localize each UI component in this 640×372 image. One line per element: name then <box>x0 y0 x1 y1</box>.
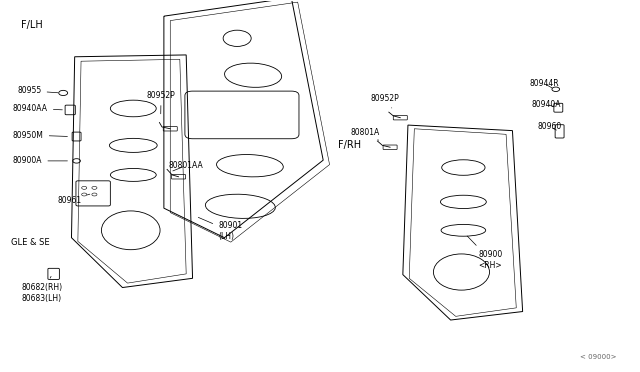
Text: F/RH: F/RH <box>338 140 361 150</box>
Text: 80952P: 80952P <box>371 94 400 108</box>
Text: 80900A: 80900A <box>13 156 67 166</box>
Text: 80940AA: 80940AA <box>13 104 62 113</box>
Text: 80961: 80961 <box>58 194 90 205</box>
Text: 80900
<RH>: 80900 <RH> <box>467 236 502 270</box>
Text: 80901
(LH): 80901 (LH) <box>198 217 242 241</box>
Text: 80944R: 80944R <box>529 79 559 88</box>
Text: F/LH: F/LH <box>20 20 42 31</box>
Text: 80940A: 80940A <box>532 100 561 109</box>
Text: 80950M: 80950M <box>13 131 67 140</box>
Text: 80960: 80960 <box>538 122 562 131</box>
Text: 80952P: 80952P <box>147 91 175 114</box>
Text: 80682(RH)
80683(LH): 80682(RH) 80683(LH) <box>22 276 63 303</box>
Text: 80801AA: 80801AA <box>168 161 203 171</box>
Text: 80801A: 80801A <box>351 128 380 140</box>
Text: < 09000>: < 09000> <box>580 353 616 359</box>
Text: 80955: 80955 <box>17 86 58 95</box>
Text: GLE & SE: GLE & SE <box>11 238 49 247</box>
